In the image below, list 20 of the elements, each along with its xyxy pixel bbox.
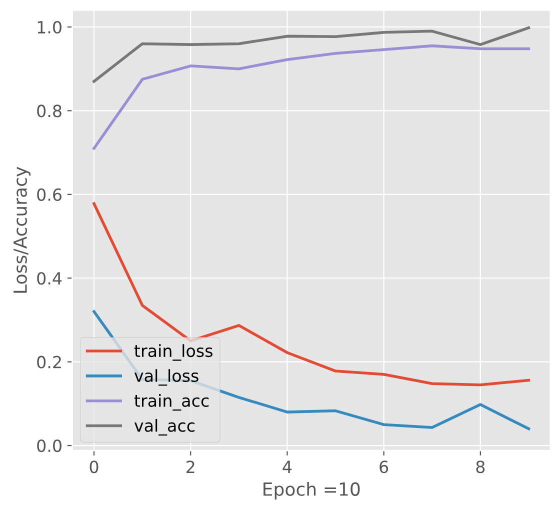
y-tick-label: 0.8: [37, 104, 62, 118]
x-tick-label: 6: [380, 460, 388, 474]
y-tick-label: 0.6: [37, 188, 62, 201]
y-axis-title: Loss/Accuracy: [14, 166, 30, 293]
x-tick-label: 0: [90, 460, 98, 474]
legend-label: val_loss: [134, 369, 198, 386]
y-tick-label: 0.0: [37, 440, 62, 452]
legend-label: train_acc: [134, 394, 209, 411]
legend-label: val_acc: [134, 418, 194, 436]
y-tick-label: 1.0: [38, 20, 62, 34]
line-series: [92, 202, 530, 386]
x-tick-label: 8: [476, 460, 485, 474]
x-axis-title: Epoch =10: [264, 482, 360, 500]
y-tick-label: 0.2: [37, 356, 61, 368]
x-tick-label: 2: [186, 460, 194, 473]
x-tick-label: 4: [282, 460, 292, 473]
line-series: [92, 44, 530, 150]
line-series: [92, 26, 530, 83]
y-tick-label: 0.4: [37, 272, 62, 285]
legend-label: train_loss: [134, 344, 212, 361]
